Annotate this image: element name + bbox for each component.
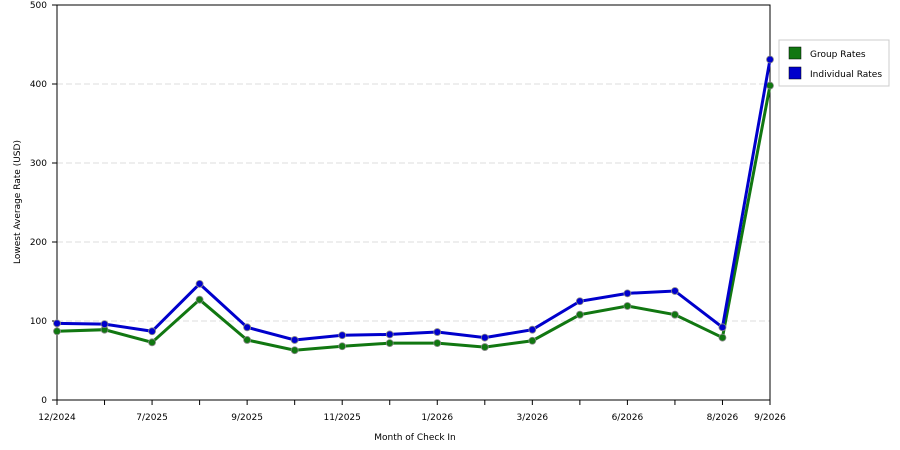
data-point <box>243 336 252 344</box>
data-point <box>243 323 252 332</box>
data-point <box>528 336 537 345</box>
y-tick-label: 400 <box>30 80 47 90</box>
data-point <box>290 336 299 344</box>
series-line <box>56 59 772 342</box>
y-tick-label: 0 <box>41 396 47 406</box>
legend-swatch <box>788 66 802 80</box>
data-point <box>480 343 489 351</box>
legend-swatch <box>788 46 802 60</box>
plot-frame <box>56 4 771 401</box>
data-point <box>195 295 204 304</box>
x-tick-label: 3/2026 <box>516 413 548 423</box>
y-tick-label: 200 <box>30 238 47 248</box>
data-point <box>53 327 61 336</box>
data-point <box>766 55 774 64</box>
series-line <box>56 85 772 352</box>
data-point <box>290 346 299 355</box>
legend-label: Individual Rates <box>810 70 882 80</box>
x-axis-label: Month of Check In <box>374 433 456 443</box>
x-tick-label: 8/2026 <box>707 413 739 423</box>
x-tick-label: 12/2024 <box>38 413 76 423</box>
data-point <box>623 289 632 298</box>
y-axis-label: Lowest Average Rate (USD) <box>13 140 23 264</box>
data-point <box>671 287 679 295</box>
x-tick-label: 9/2025 <box>231 413 263 423</box>
data-point <box>671 310 679 319</box>
data-point <box>480 333 489 342</box>
data-point <box>338 342 347 351</box>
data-point <box>433 339 442 348</box>
y-tick-label: 300 <box>30 159 47 169</box>
data-point <box>528 325 537 334</box>
x-tick-label: 1/2026 <box>421 413 453 423</box>
data-point <box>100 320 109 329</box>
data-point <box>385 330 394 339</box>
data-point <box>718 323 727 332</box>
data-point <box>433 328 442 336</box>
data-point <box>148 327 156 336</box>
y-tick-label: 100 <box>30 317 47 327</box>
data-point <box>338 331 347 340</box>
data-point <box>195 279 204 288</box>
y-tick-label: 500 <box>30 1 47 11</box>
x-tick-label: 11/2025 <box>324 413 361 423</box>
data-point <box>148 338 156 347</box>
data-point <box>385 339 394 348</box>
x-tick-label: 7/2025 <box>136 413 168 423</box>
legend-label: Group Rates <box>810 50 866 60</box>
data-point <box>575 297 584 306</box>
x-tick-label: 6/2026 <box>612 413 644 423</box>
data-point <box>575 310 584 319</box>
data-point <box>623 302 632 310</box>
data-point <box>766 81 774 90</box>
data-point <box>53 319 61 328</box>
data-point <box>718 333 727 342</box>
x-tick-label: 9/2026 <box>754 413 786 423</box>
